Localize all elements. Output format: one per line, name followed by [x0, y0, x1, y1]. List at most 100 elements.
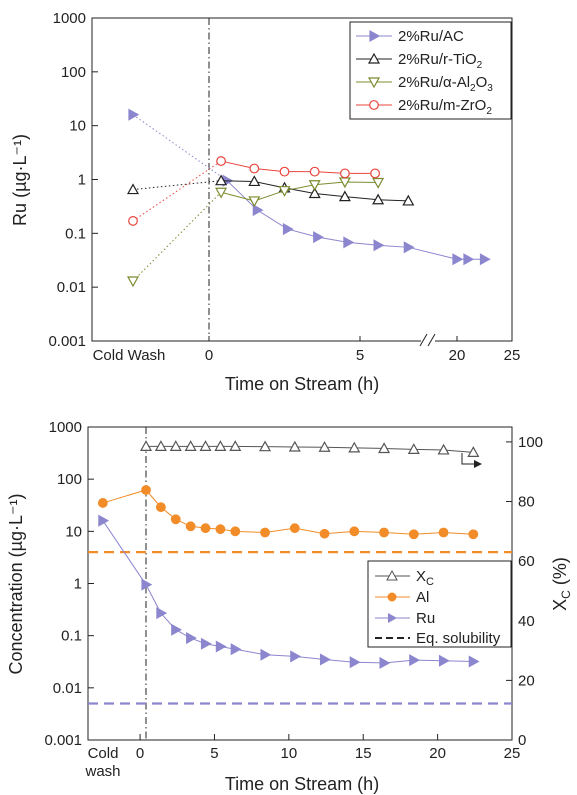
bottom-x-axis-label: Time on Stream (h): [225, 774, 379, 794]
top-data-point: [403, 241, 415, 254]
bottom-data-point: [229, 440, 242, 451]
bottom-series-group: [140, 440, 480, 457]
bottom-data-point: [259, 440, 272, 452]
top-data-point: [282, 223, 294, 236]
top-data-point: [479, 253, 491, 266]
bottom-x-tick-label: 25: [504, 745, 521, 762]
top-axis-break-mark: [419, 333, 428, 347]
bottom-y2-tick-label: 60: [518, 553, 535, 570]
bottom-data-point: [200, 637, 212, 650]
top-legend-label: 2%Ru/α-Al2O3: [398, 74, 493, 94]
bottom-series-line: [102, 520, 474, 664]
bottom-series-group: [98, 514, 480, 669]
top-series-group: [126, 177, 385, 288]
bottom-data-point: [467, 446, 480, 457]
top-legend-marker: [367, 77, 381, 89]
bottom-x-wash-label: wash: [84, 763, 120, 780]
top-legend: 2%Ru/AC 2%Ru/r-TiO2 2%Ru/α-Al2O3 2%Ru/m-ZrO…: [349, 21, 512, 120]
top-cold-wash-connector: [132, 160, 222, 222]
bottom-data-point: [288, 440, 301, 452]
top-legend-label: 2%Ru/m-ZrO2: [398, 97, 492, 117]
top-cold-wash-point: [126, 276, 140, 288]
bottom-series-group: [97, 485, 479, 540]
legend-al-marker: [387, 592, 397, 602]
bottom-y2-tick-label: 0: [518, 732, 526, 749]
top-series-line: [220, 181, 379, 202]
top-legend-label: 2%Ru/AC: [398, 28, 464, 45]
top-data-point: [452, 253, 464, 266]
top-x-tick-label: 0: [205, 347, 213, 364]
bottom-data-point: [407, 443, 420, 454]
bottom-x-tick-label: 15: [355, 745, 372, 762]
top-legend-marker: [367, 52, 381, 64]
bottom-data-point: [379, 656, 391, 669]
bottom-data-point: [379, 527, 389, 538]
top-data-point: [249, 163, 260, 174]
bottom-data-point: [215, 524, 226, 535]
bottom-data-point: [154, 440, 167, 451]
top-y-axis-label: Ru (µg·L⁻¹): [10, 134, 30, 226]
bottom-data-point: [468, 655, 480, 668]
bottom-data-point: [378, 442, 391, 454]
top-x-axis-label: Time on Stream (h): [225, 374, 379, 394]
bottom-y-tick-label: 0.1: [61, 628, 82, 645]
bottom-data-point: [438, 527, 449, 538]
top-data-point: [370, 168, 381, 179]
bottom-reference-lines: [88, 550, 512, 705]
top-legend-items: 2%Ru/AC 2%Ru/r-TiO2 2%Ru/α-Al2O3 2%Ru/m-ZrO…: [356, 28, 493, 117]
bottom-legend: XC Al Ru Eq. solubility: [367, 560, 512, 648]
bottom-data-point: [171, 623, 183, 636]
bottom-data-point: [260, 527, 270, 538]
bottom-y-tick-label: 1: [74, 576, 82, 593]
top-cold-wash-point: [128, 108, 140, 121]
bottom-y-tick-label: 1000: [49, 419, 82, 436]
bottom-data-point: [215, 640, 227, 653]
top-data-point: [373, 239, 385, 252]
legend-ru-label: Ru: [416, 610, 435, 627]
top-data-point: [313, 231, 324, 244]
bottom-chart: 0.001 0.01 0.1 1 10 100 1000 0 20 40 60 80 100 0 5 10…: [6, 419, 573, 794]
top-data-point: [308, 187, 321, 199]
top-legend-label: 2%Ru/r-TiO2: [398, 51, 483, 71]
top-data-point: [248, 196, 261, 208]
bottom-data-point: [141, 485, 151, 495]
top-data-point: [343, 236, 355, 249]
top-x-ticks: Cold Wash 0 5 20 25: [93, 336, 521, 364]
top-y-tick-label: 1000: [53, 10, 86, 27]
legend-xc-label: XC: [416, 568, 434, 588]
bottom-series: [97, 440, 480, 669]
xc-axis-arrow: [461, 453, 482, 468]
bottom-y-tick-label: 0.001: [44, 732, 82, 749]
legend-xc-marker: [386, 569, 398, 581]
bottom-y2-tick-label: 20: [518, 672, 535, 689]
top-data-point: [215, 174, 228, 186]
top-cold-wash-connector: [132, 191, 222, 282]
bottom-y-tick-label: 10: [65, 523, 82, 540]
top-data-point: [340, 168, 350, 179]
bottom-data-point: [199, 440, 212, 451]
top-data-point: [402, 194, 415, 206]
top-legend-marker: [369, 100, 379, 110]
top-y-tick-label: 1: [78, 172, 86, 189]
top-x-tick-label: Cold Wash: [93, 347, 166, 364]
bottom-x-tick-label: 5: [210, 745, 218, 762]
bottom-data-point: [186, 632, 197, 645]
top-x-tick-label: 20: [449, 347, 466, 364]
top-y-tick-label: 0.1: [65, 225, 86, 242]
bottom-data-point: [141, 578, 153, 591]
bottom-data-point: [230, 643, 242, 656]
bottom-y-tick-label: 100: [57, 471, 82, 488]
bottom-data-point: [184, 440, 197, 451]
top-y-tick-label: 0.01: [57, 279, 86, 296]
bottom-y-tick-label: 0.01: [53, 680, 82, 697]
top-data-point: [278, 186, 291, 197]
bottom-x-tick-label: 20: [429, 745, 446, 762]
bottom-data-point: [349, 656, 361, 669]
top-cold-wash-point: [126, 183, 140, 195]
bottom-data-point: [289, 523, 300, 534]
bottom-data-point: [185, 521, 196, 532]
bottom-data-point: [438, 654, 450, 667]
top-x-tick-label: 25: [504, 347, 521, 364]
legend-ru-marker: [388, 613, 397, 623]
